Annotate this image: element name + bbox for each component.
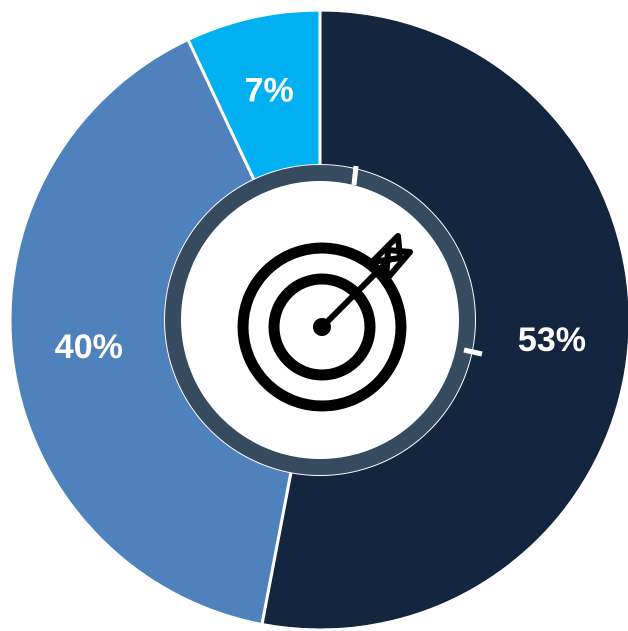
data-label: 53% bbox=[518, 321, 586, 359]
arrow-fletching bbox=[369, 233, 413, 283]
data-label: 7% bbox=[245, 72, 294, 110]
inner-ring bbox=[165, 165, 475, 475]
target-icon bbox=[237, 233, 413, 412]
slices bbox=[8, 8, 628, 631]
target-inner bbox=[268, 273, 376, 381]
ring-gap bbox=[351, 165, 359, 186]
target-outer bbox=[237, 242, 407, 412]
data-label: 40% bbox=[55, 328, 123, 366]
ring-gap bbox=[463, 347, 483, 357]
arrow-shaft bbox=[319, 256, 393, 330]
